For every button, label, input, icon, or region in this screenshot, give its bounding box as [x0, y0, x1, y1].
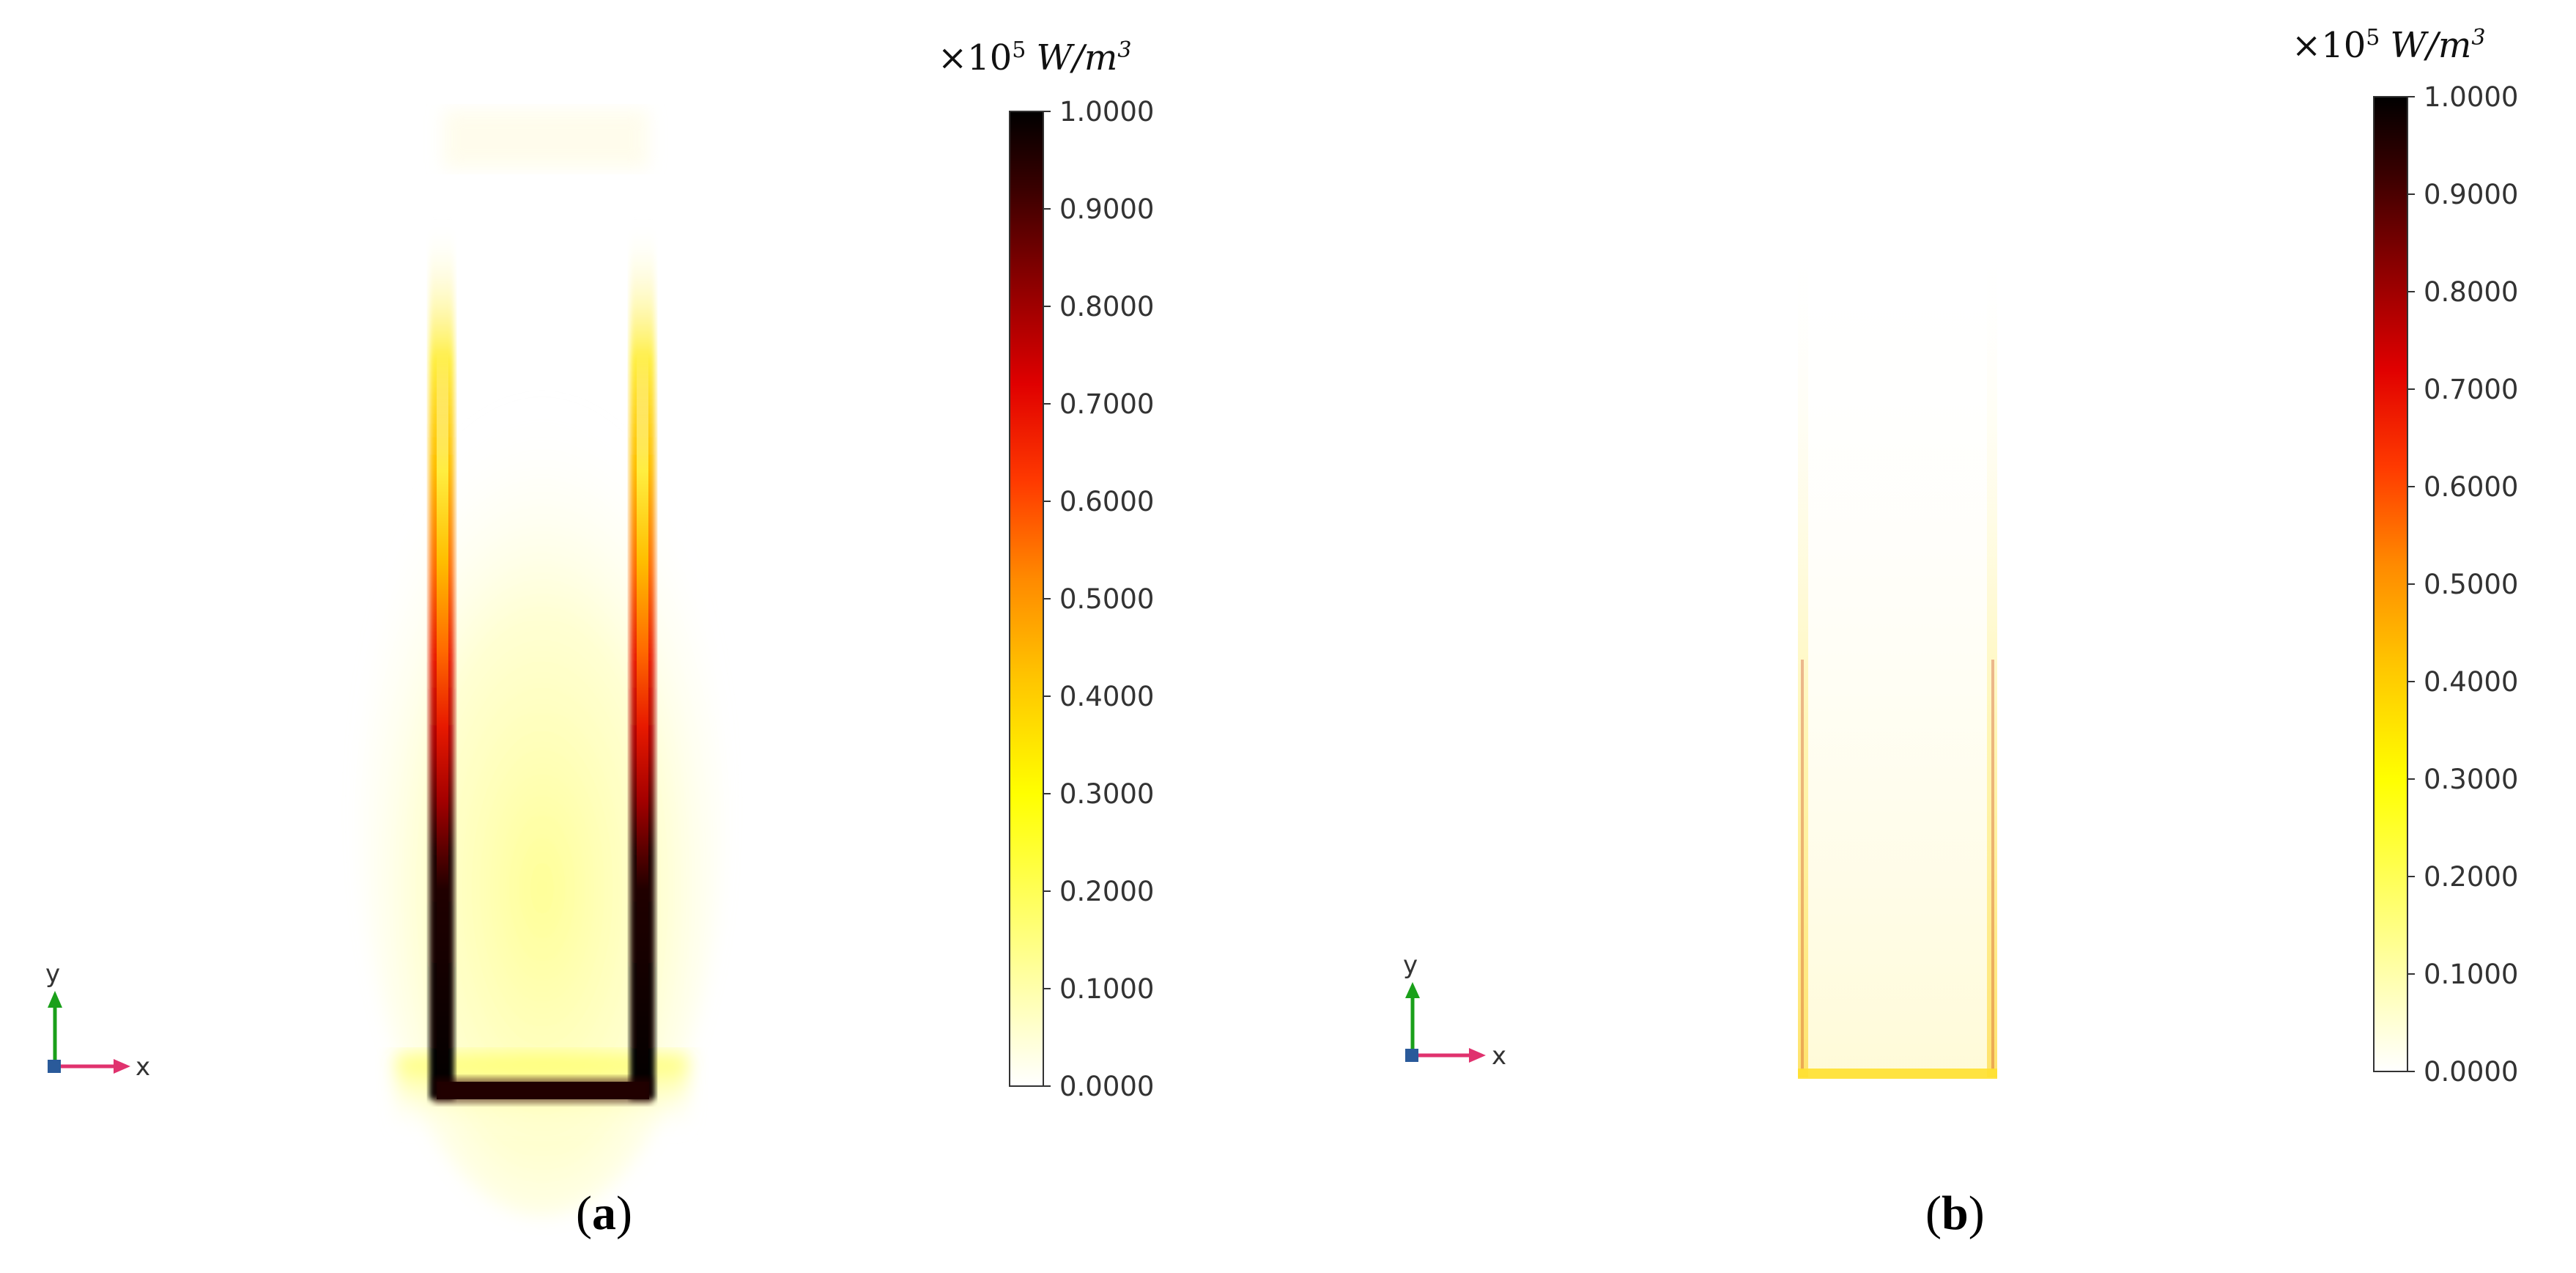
colorbar-unit-b: ×105 W/m3 [2292, 25, 2486, 67]
left-leg-core-a [437, 352, 448, 1099]
colorbar-tick-label-b: 1.0000 [2424, 81, 2518, 113]
y-axis-arrowhead-b [1405, 982, 1420, 998]
x-axis-arrowhead-a [114, 1059, 130, 1074]
colorbar-tick-label-b: 0.3000 [2424, 764, 2518, 795]
colorbar-b: ×105 W/m3 1.0000 0.9000 0.8000 0.7000 0.6000 0… [2292, 25, 2518, 1088]
bottom-bar-b [1798, 1069, 1997, 1079]
heat-density-plot-b: y x ×105 W/m3 1.0000 0.9000 0.8000 0.7000 0.6… [1403, 25, 2518, 1088]
colorbar-a: ×105 W/m3 1.0000 0.9000 0.8000 0.7000 0.6000 0… [938, 37, 1154, 1103]
colorbar-tick-label-b: 0.9000 [2424, 179, 2518, 210]
colorbar-tick-label-a: 0.5000 [1059, 583, 1154, 615]
colorbar-gradient-a [1009, 111, 1044, 1087]
x-axis-label-a: x [136, 1052, 150, 1082]
figure-panel-a: y x ×105 W/m3 1.0000 0.9000 0.8000 0.7000 0.6… [45, 37, 1154, 1241]
top-ghost-a [443, 110, 648, 169]
colorbar-tick-label-a: 0.6000 [1059, 486, 1154, 517]
colorbar-ticks-b: 1.0000 0.9000 0.8000 0.7000 0.6000 0.5000 0.40… [2407, 81, 2518, 1088]
colorbar-unit-a: ×105 W/m3 [938, 37, 1132, 79]
colorbar-tick-label-b: 0.1000 [2424, 959, 2518, 990]
colorbar-tick-label-b: 0.7000 [2424, 374, 2518, 405]
colorbar-tick-label-a: 0.2000 [1059, 876, 1154, 907]
y-axis-label-a: y [45, 959, 60, 989]
colorbar-ticks-a: 1.0000 0.9000 0.8000 0.7000 0.6000 0.5000 0.40… [1043, 96, 1154, 1102]
right-leg-core-a [637, 352, 648, 1099]
caption-b: (b) [1925, 1187, 1985, 1240]
y-axis-label-b: y [1403, 951, 1418, 980]
left-leg-speckle-b [1801, 660, 1804, 1070]
colorbar-gradient-b [2373, 96, 2408, 1072]
colorbar-tick-label-a: 0.8000 [1059, 291, 1154, 322]
bottom-bar-glow-a [434, 1077, 652, 1104]
colorbar-tick-label-b: 0.4000 [2424, 666, 2518, 698]
colorbar-tick-label-a: 1.0000 [1059, 96, 1154, 128]
axes-triad-a: y x [45, 959, 150, 1082]
y-axis-arrowhead-a [48, 991, 62, 1008]
caption-a: (a) [576, 1187, 632, 1240]
colorbar-tick-label-b: 0.6000 [2424, 471, 2518, 503]
figure-panel-b: y x ×105 W/m3 1.0000 0.9000 0.8000 0.7000 0.6… [1288, 0, 2576, 1273]
colorbar-tick-label-a: 0.4000 [1059, 681, 1154, 712]
axes-triad-b: y x [1403, 951, 1506, 1071]
colorbar-tick-label-a: 0.0000 [1059, 1071, 1154, 1102]
x-axis-arrowhead-b [1469, 1048, 1486, 1063]
colorbar-tick-label-b: 0.0000 [2424, 1056, 2518, 1088]
colorbar-tick-label-b: 0.2000 [2424, 861, 2518, 893]
colorbar-tick-label-a: 0.9000 [1059, 193, 1154, 225]
z-axis-marker-b [1405, 1049, 1418, 1062]
z-axis-marker-a [48, 1060, 61, 1073]
inner-region-b [1798, 242, 1997, 1077]
colorbar-tick-label-b: 0.8000 [2424, 276, 2518, 308]
heat-density-plot-a: y x ×105 W/m3 1.0000 0.9000 0.8000 0.7000 0.6… [45, 37, 1154, 1217]
colorbar-tick-label-a: 0.7000 [1059, 388, 1154, 420]
left-leg-b [1798, 235, 1808, 1077]
x-axis-label-b: x [1492, 1041, 1506, 1071]
right-leg-b [1987, 235, 1997, 1077]
colorbar-tick-label-a: 0.1000 [1059, 973, 1154, 1005]
colorbar-tick-label-b: 0.5000 [2424, 569, 2518, 600]
colorbar-tick-label-a: 0.3000 [1059, 778, 1154, 810]
right-leg-speckle-b [1991, 660, 1994, 1070]
